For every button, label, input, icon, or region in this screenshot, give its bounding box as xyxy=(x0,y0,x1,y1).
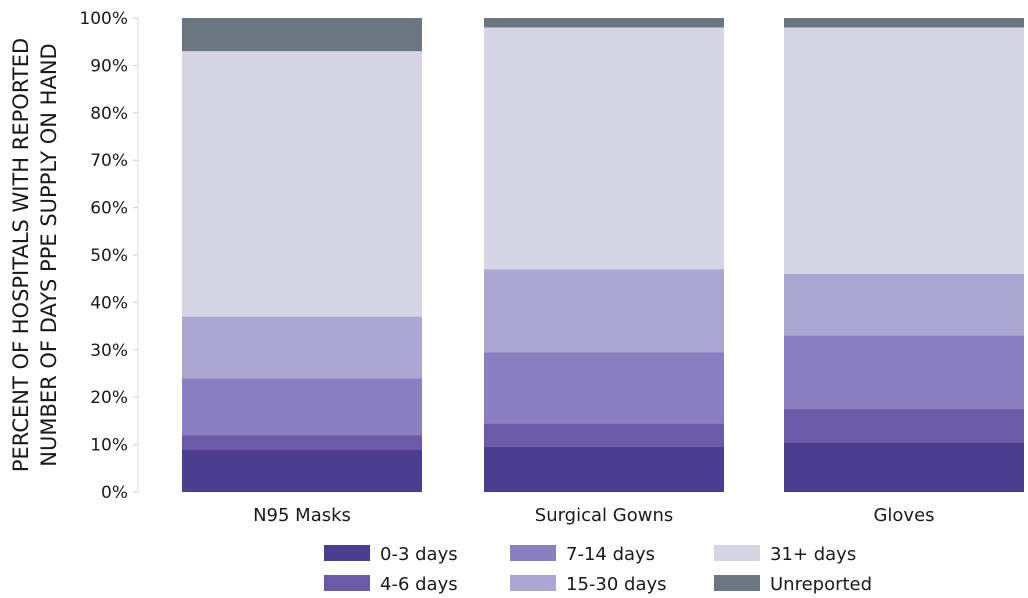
legend-item: 0-3 days xyxy=(324,544,458,565)
legend-label: 7-14 days xyxy=(566,544,655,565)
legend-item: 4-6 days xyxy=(324,574,458,595)
y-axis-label-line-1: PERCENT OF HOSPITALS WITH REPORTED xyxy=(9,38,33,472)
x-category-label: Gloves xyxy=(873,505,934,526)
x-category-label: N95 Masks xyxy=(253,505,351,526)
bar-segment xyxy=(484,446,724,492)
bar-stack xyxy=(484,18,724,492)
x-category-label: Surgical Gowns xyxy=(535,505,673,526)
legend-label: 15-30 days xyxy=(566,574,667,595)
legend-item: 15-30 days xyxy=(510,574,667,595)
bar-segment xyxy=(784,335,1024,410)
bar-segment xyxy=(484,423,724,447)
y-tick-label: 30% xyxy=(90,341,128,361)
legend-swatch xyxy=(714,575,760,591)
bar-stack xyxy=(182,18,422,492)
bar-segment xyxy=(182,378,422,436)
y-tick-label: 100% xyxy=(79,9,128,29)
legend-swatch xyxy=(324,545,370,561)
bar-segment xyxy=(182,51,422,317)
y-tick-label: 80% xyxy=(90,104,128,124)
bar-segment xyxy=(182,449,422,492)
y-tick-label: 0% xyxy=(101,483,128,503)
legend-label: 4-6 days xyxy=(380,574,458,595)
legend-item: Unreported xyxy=(714,574,872,595)
bar-segment xyxy=(784,442,1024,492)
bar-segment xyxy=(484,269,724,353)
legend-swatch xyxy=(510,575,556,591)
legend-swatch xyxy=(324,575,370,591)
y-tick-label: 70% xyxy=(90,151,128,171)
legend-label: 0-3 days xyxy=(380,544,458,565)
y-tick-label: 20% xyxy=(90,388,128,408)
y-axis-label-line-2: NUMBER OF DAYS PPE SUPPLY ON HAND xyxy=(37,43,61,466)
legend-label: 31+ days xyxy=(770,544,856,565)
bar-segment xyxy=(182,316,422,379)
legend: 0-3 days 4-6 days 7-14 days 15-30 days 31+ d… xyxy=(324,544,872,595)
legend-label: Unreported xyxy=(770,574,872,595)
bar-segment xyxy=(784,273,1024,336)
legend-swatch xyxy=(714,545,760,561)
y-axis-label: PERCENT OF HOSPITALS WITH REPORTED NUMBE… xyxy=(9,38,61,472)
bar-segment xyxy=(484,352,724,424)
y-axis-ticks: 0% 10% 20% 30% 40% 50% 60% 70% 80% 90% 100% xyxy=(79,9,138,503)
y-tick-label: 50% xyxy=(90,246,128,266)
bars-group xyxy=(182,18,1024,492)
x-axis-labels: N95 Masks Surgical Gowns Gloves xyxy=(253,505,934,526)
bar-stack xyxy=(784,18,1024,492)
bar-segment xyxy=(784,409,1024,443)
bar-segment xyxy=(784,27,1024,274)
legend-item: 7-14 days xyxy=(510,544,655,565)
bar-segment xyxy=(484,27,724,270)
y-tick-label: 40% xyxy=(90,293,128,313)
legend-item: 31+ days xyxy=(714,544,856,565)
bar-segment xyxy=(484,18,724,28)
y-tick-label: 10% xyxy=(90,436,128,456)
y-tick-label: 60% xyxy=(90,199,128,219)
bar-segment xyxy=(784,18,1024,28)
bar-segment xyxy=(182,18,422,52)
legend-swatch xyxy=(510,545,556,561)
bar-segment xyxy=(182,435,422,450)
y-tick-label: 90% xyxy=(90,56,128,76)
